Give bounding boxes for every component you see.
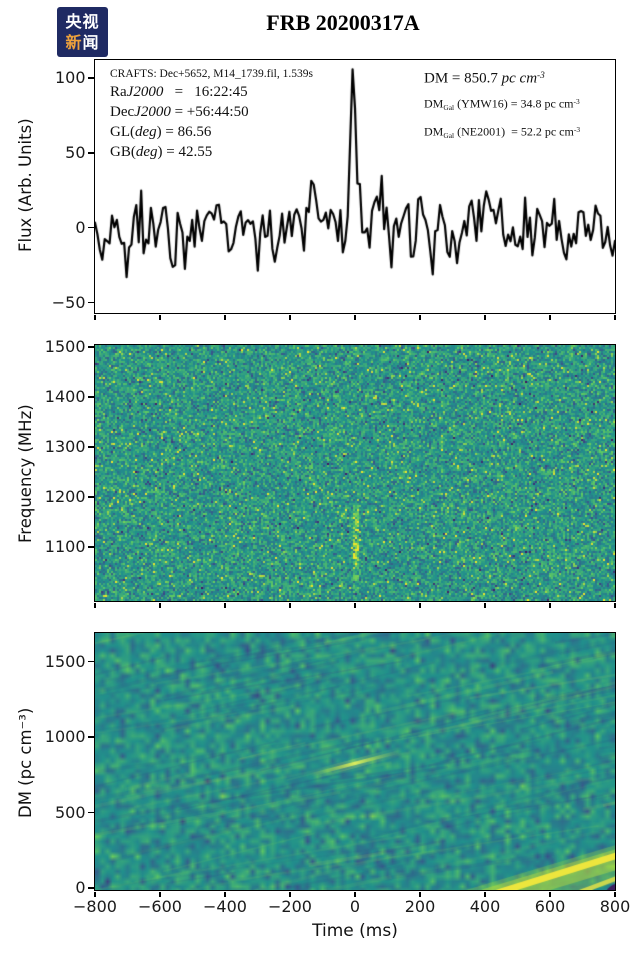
x-tick-mark bbox=[94, 891, 96, 897]
x-tick-mark bbox=[94, 602, 96, 608]
y-tick-label: 1500 bbox=[44, 337, 86, 356]
logo-line1: 央视 bbox=[65, 12, 100, 31]
ylabel-dm: DM (pc cm⁻³) bbox=[16, 707, 35, 818]
annotation-left-block: CRAFTS: Dec+5652, M14_1739.fil, 1.539s R… bbox=[110, 66, 313, 162]
y-tick-label: −50 bbox=[51, 292, 86, 312]
x-tick-mark bbox=[224, 602, 226, 608]
x-tick-mark bbox=[289, 891, 291, 897]
y-tick-mark bbox=[87, 152, 94, 154]
annotation-dm-gal-ymw16: DMGal (YMW16) = 34.8 pc cm-3 bbox=[424, 96, 580, 112]
y-tick-mark bbox=[87, 346, 94, 348]
annotation-dec: DecJ2000 = +56:44:50 bbox=[110, 104, 249, 120]
x-tick-label: 400 bbox=[469, 897, 501, 916]
x-tick-mark bbox=[484, 314, 486, 320]
y-tick-mark bbox=[87, 811, 94, 814]
x-tick-mark bbox=[549, 314, 551, 320]
x-tick-label: 200 bbox=[404, 897, 436, 916]
y-tick-mark bbox=[87, 887, 94, 889]
figure-title: FRB 20200317A bbox=[266, 10, 420, 35]
x-tick-mark bbox=[159, 602, 161, 608]
logo-char: 闻 bbox=[82, 33, 100, 52]
y-tick-label: 1400 bbox=[44, 387, 86, 406]
y-tick-label: 1200 bbox=[44, 487, 86, 506]
y-tick-mark bbox=[87, 446, 94, 448]
y-tick-mark bbox=[87, 396, 94, 398]
x-tick-mark bbox=[484, 891, 486, 897]
x-tick-mark bbox=[159, 891, 161, 897]
x-tick-label: 600 bbox=[534, 897, 566, 916]
y-tick-label: 0 bbox=[75, 878, 86, 898]
x-tick-label: 0 bbox=[349, 897, 361, 916]
x-tick-mark bbox=[614, 602, 616, 608]
y-tick-mark bbox=[87, 226, 94, 229]
x-tick-mark bbox=[159, 314, 161, 320]
y-tick-mark bbox=[87, 546, 94, 548]
x-tick-label: −200 bbox=[268, 897, 312, 916]
dm-time-canvas bbox=[94, 632, 615, 890]
flux-panel bbox=[93, 58, 616, 314]
annotation-gb: GB(deg) = 42.55 bbox=[110, 144, 213, 160]
y-tick-label: 1100 bbox=[44, 537, 86, 556]
x-tick-mark bbox=[224, 314, 226, 320]
x-tick-mark bbox=[549, 891, 551, 897]
y-tick-label: 1500 bbox=[44, 651, 86, 671]
xlabel-time: Time (ms) bbox=[312, 921, 398, 941]
x-tick-mark bbox=[484, 602, 486, 608]
y-tick-mark bbox=[87, 736, 94, 738]
y-tick-label: 50 bbox=[65, 142, 86, 162]
flux-plot-canvas bbox=[94, 59, 615, 313]
x-tick-mark bbox=[419, 602, 421, 608]
x-tick-label: −600 bbox=[138, 897, 182, 916]
annotation-ra: RaJ2000 = 16:22:45 bbox=[110, 84, 248, 100]
annotation-gl: GL(deg) = 86.56 bbox=[110, 124, 212, 140]
x-tick-mark bbox=[289, 314, 291, 320]
y-tick-label: 500 bbox=[54, 802, 86, 822]
x-tick-label: −800 bbox=[73, 897, 117, 916]
annotation-crafts: CRAFTS: Dec+5652, M14_1739.fil, 1.539s bbox=[110, 68, 313, 80]
x-tick-mark bbox=[419, 314, 421, 320]
x-tick-mark bbox=[614, 891, 616, 897]
annotation-right-block: DM = 850.7 pc cm-3 DMGal (YMW16) = 34.8 … bbox=[424, 64, 580, 147]
y-tick-mark bbox=[87, 301, 94, 304]
annotation-dm-gal-ne2001: DMGal (NE2001) = 52.2 pc cm-3 bbox=[424, 124, 581, 140]
x-tick-mark bbox=[354, 891, 356, 897]
annotation-dm: DM = 850.7 pc cm-3 bbox=[424, 70, 545, 87]
y-tick-label: 1300 bbox=[44, 437, 86, 456]
y-tick-label: 100 bbox=[54, 67, 86, 87]
cctv-news-logo: 央视 新闻 bbox=[57, 7, 108, 57]
x-tick-mark bbox=[224, 891, 226, 897]
spectrogram-canvas bbox=[94, 344, 615, 601]
y-tick-mark bbox=[87, 77, 94, 79]
x-tick-mark bbox=[354, 602, 356, 608]
logo-accent-char: 新 bbox=[65, 33, 83, 52]
x-tick-mark bbox=[549, 602, 551, 608]
x-tick-label: −400 bbox=[203, 897, 247, 916]
y-tick-label: 0 bbox=[75, 217, 86, 237]
y-tick-label: 1000 bbox=[44, 727, 86, 747]
x-tick-label: 800 bbox=[599, 897, 631, 916]
dm-time-panel bbox=[93, 631, 616, 891]
ylabel-frequency: Frequency (MHz) bbox=[16, 404, 35, 543]
x-tick-mark bbox=[354, 314, 356, 320]
y-tick-mark bbox=[87, 496, 94, 498]
x-tick-mark bbox=[614, 314, 616, 320]
x-tick-mark bbox=[289, 602, 291, 608]
spectrogram-panel bbox=[93, 343, 616, 602]
x-tick-mark bbox=[94, 314, 96, 320]
x-tick-mark bbox=[419, 891, 421, 897]
y-tick-mark bbox=[87, 660, 94, 663]
logo-line2: 新闻 bbox=[65, 32, 99, 53]
